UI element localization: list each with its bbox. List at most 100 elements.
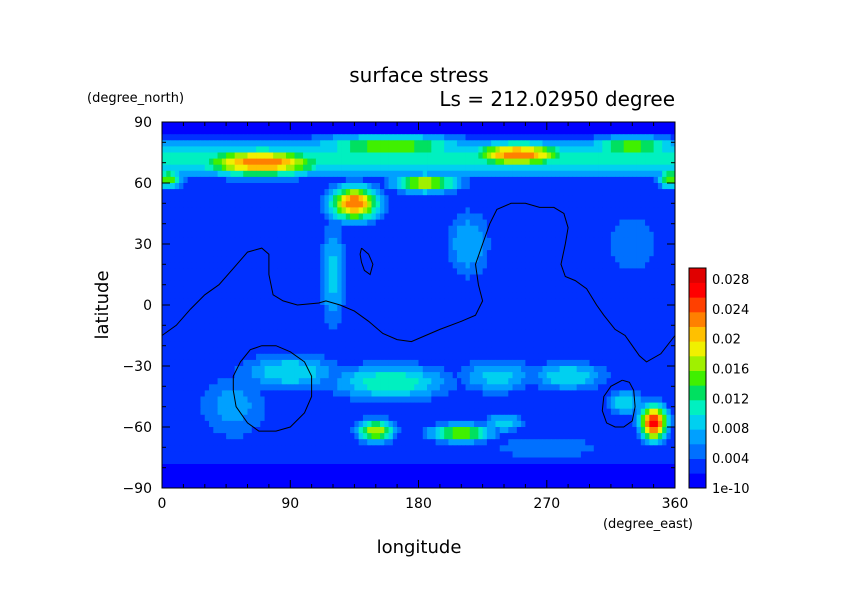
heat-cell <box>662 201 667 208</box>
heat-cell <box>576 335 582 342</box>
heat-cell <box>298 311 304 318</box>
heat-cell <box>243 189 248 196</box>
heat-cell <box>320 268 325 275</box>
heat-cell <box>354 366 360 373</box>
heat-cell <box>636 341 642 349</box>
heat-cell <box>619 189 625 196</box>
heat-cell <box>298 323 304 330</box>
heat-cell <box>196 189 201 196</box>
heat-cell <box>162 183 167 190</box>
heat-cell <box>196 298 201 306</box>
heat-cell <box>499 311 505 318</box>
heat-cell <box>273 225 278 233</box>
heat-cell <box>350 183 355 190</box>
heat-cell <box>409 231 415 239</box>
heat-cell <box>256 268 261 275</box>
heat-cell <box>495 286 501 294</box>
heat-cell <box>375 189 381 196</box>
heat-cell <box>546 244 552 251</box>
heat-cell <box>367 225 372 233</box>
heat-cell <box>187 323 193 330</box>
heat-cell <box>559 347 565 355</box>
heat-cell <box>226 250 231 257</box>
heat-cell <box>427 305 432 312</box>
heat-cell <box>174 305 180 312</box>
heat-cell <box>439 305 445 312</box>
heat-cell <box>427 335 432 342</box>
heat-cell <box>593 292 599 300</box>
heat-cell <box>238 152 244 159</box>
heat-cell <box>367 268 372 275</box>
heat-cell <box>320 164 325 172</box>
heat-cell <box>533 335 539 342</box>
heat-cell <box>311 183 317 190</box>
heat-cell <box>448 286 454 294</box>
heat-cell <box>666 341 672 349</box>
heat-cell <box>508 298 513 306</box>
heat-cell <box>585 256 590 263</box>
heat-cell <box>392 341 398 349</box>
heat-cell <box>328 250 334 257</box>
heat-cell <box>649 219 655 227</box>
heat-cell <box>217 341 223 349</box>
heat-cell <box>285 134 291 141</box>
heat-cell <box>431 237 436 245</box>
heat-cell <box>345 372 351 379</box>
plot-area <box>161 121 676 489</box>
heat-cell <box>409 244 415 251</box>
heat-cell <box>341 286 347 294</box>
heat-cell <box>260 268 265 275</box>
heat-cell <box>623 353 629 361</box>
heat-cell <box>422 170 428 178</box>
heat-cell <box>362 347 368 355</box>
heat-cell <box>555 231 560 239</box>
heat-cell <box>568 231 573 239</box>
heat-cell <box>294 250 300 257</box>
heat-cell <box>418 219 424 227</box>
heat-cell <box>439 231 445 239</box>
heat-cell <box>486 298 492 306</box>
heat-cell <box>546 341 552 349</box>
heat-cell <box>384 262 389 269</box>
heat-cell <box>341 207 347 214</box>
heat-cell <box>380 195 385 202</box>
heat-cell <box>461 384 466 391</box>
heat-cell <box>388 219 394 227</box>
heat-cell <box>525 323 531 330</box>
heat-cell <box>333 244 338 251</box>
heat-cell <box>345 201 351 208</box>
heat-cell <box>187 384 193 391</box>
heat-cell <box>598 152 603 159</box>
heat-cell <box>542 298 548 306</box>
heat-cell <box>525 225 531 233</box>
heat-cell <box>448 250 454 257</box>
heat-cell <box>546 335 552 342</box>
heat-cell <box>285 170 291 178</box>
heat-cell <box>243 134 248 141</box>
heat-cell <box>504 366 509 373</box>
heat-cell <box>345 170 351 178</box>
heat-cell <box>610 268 616 275</box>
heat-cell <box>516 372 522 379</box>
heat-cell <box>217 225 223 233</box>
heat-cell <box>525 262 531 269</box>
heat-cell <box>392 268 398 275</box>
heat-cell <box>179 274 184 281</box>
heat-cell <box>209 201 214 208</box>
heat-cell <box>187 372 193 379</box>
heat-cell <box>495 305 501 312</box>
heat-cell <box>469 219 475 227</box>
heat-cell <box>563 189 569 196</box>
heat-cell <box>362 298 368 306</box>
heat-cell <box>397 140 402 147</box>
heat-cell <box>268 189 274 196</box>
heat-cell <box>354 164 360 172</box>
heat-cell <box>268 298 274 306</box>
heat-cell <box>640 305 646 312</box>
heat-cell <box>555 268 560 275</box>
heat-cell <box>388 359 394 367</box>
heat-cell <box>187 335 193 342</box>
heat-cell <box>563 286 569 294</box>
heat-cell <box>670 274 676 281</box>
heat-cell <box>568 183 573 190</box>
